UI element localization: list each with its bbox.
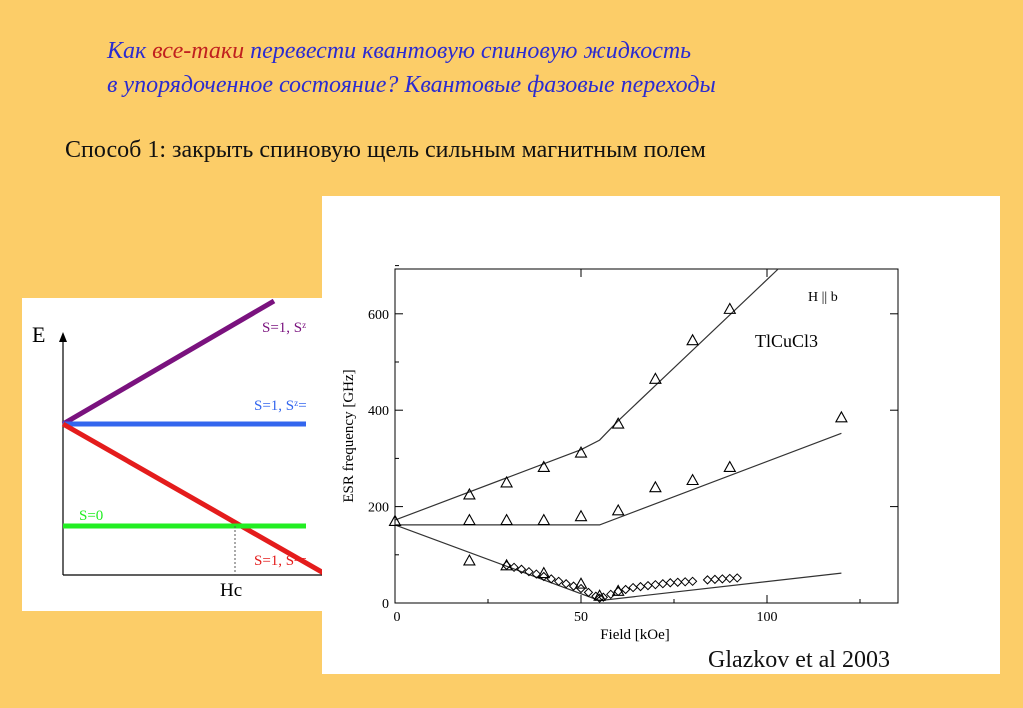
triangle-point: [574, 509, 588, 522]
diamond-point: [598, 592, 609, 602]
y-tick-label: 200: [368, 501, 389, 516]
data-points: [388, 302, 848, 603]
diamond-point: [620, 584, 631, 595]
level-label-sz-plus: S=1, Sᶻ: [262, 320, 306, 336]
method-subtitle: Способ 1: закрыть спиновую щель сильным …: [65, 137, 706, 163]
fit-curves: [394, 268, 842, 602]
y-tick-label: 400: [368, 404, 389, 419]
diamond-point: [501, 560, 512, 571]
triangle-point: [462, 487, 476, 500]
diamond-point: [576, 583, 586, 594]
triangle-point: [537, 566, 551, 579]
diamond-point: [717, 574, 728, 584]
energy-axis-arrow-icon: [59, 332, 67, 342]
material-label: TlCuCl3: [755, 331, 818, 351]
triangle-point: [611, 417, 625, 429]
triangle-point: [648, 480, 662, 493]
energy-level-svg: E S=1, Sᶻ S=1, Sᶻ= S=0 S=1, Sᶻ= Hc: [32, 298, 324, 601]
diamond-point: [658, 579, 668, 589]
energy-axis-label: E: [32, 322, 45, 347]
diamond-point: [635, 581, 646, 592]
level-label-sz-minus: S=1, Sᶻ=: [254, 553, 307, 569]
triangle-point: [723, 302, 737, 314]
diamond-point: [509, 562, 519, 573]
level-line-sz-minus: [61, 421, 324, 577]
diamond-point: [665, 578, 675, 588]
triangle-point: [500, 475, 514, 488]
triangle-point: [686, 473, 700, 486]
triangle-point: [537, 460, 551, 473]
diamond-point: [613, 586, 623, 597]
x-tick-label: 50: [574, 610, 588, 625]
triangle-point: [611, 503, 625, 516]
diamond-point: [568, 581, 579, 591]
diamond-point: [710, 574, 720, 585]
fit-curve-1: [394, 268, 779, 521]
fit-curve-3: [394, 524, 842, 602]
diamond-point: [516, 564, 527, 574]
esr-plot-svg: 0 200 400 600 0 50 100 ESR frequency [GHz] Fi…: [341, 265, 899, 643]
esr-plot-panel: 0 200 400 600 0 50 100 ESR frequency [GHz] Fi…: [322, 196, 1000, 674]
fit-curve-2: [395, 432, 842, 526]
title-text-pre: Как: [107, 38, 153, 64]
triangle-point: [537, 513, 551, 526]
triangle-point: [574, 577, 588, 589]
title-highlight: все-таки: [152, 38, 245, 64]
x-tick-label: 100: [757, 610, 778, 625]
triangle-point: [834, 410, 848, 423]
y-tick-label: 600: [368, 308, 389, 323]
slide-title: Как все-таки перевести квантовую спинову…: [107, 34, 716, 102]
diamond-point: [606, 589, 616, 600]
field-orientation-label: H || b: [808, 290, 838, 305]
triangle-point: [500, 513, 514, 526]
x-axis-label: Field [kOe]: [600, 627, 670, 643]
diamond-point: [594, 593, 605, 603]
triangle-point: [593, 589, 607, 601]
triangle-point: [723, 460, 737, 473]
x-ticks: 0 50 100: [394, 269, 861, 625]
slide-title-line-2: в упорядоченное состояние? Квантовые фаз…: [107, 72, 716, 98]
level-line-sz-plus: [61, 298, 276, 427]
triangle-point: [388, 514, 402, 527]
y-tick-label: 0: [382, 597, 389, 612]
diamond-point: [673, 577, 683, 587]
diamond-point: [539, 571, 549, 582]
diamond-point: [524, 566, 534, 577]
level-label-singlet: S=0: [79, 508, 103, 524]
diamond-point: [702, 575, 713, 585]
citation: Glazkov et al 2003: [708, 647, 890, 673]
diamond-point: [628, 582, 638, 593]
diamond-point: [583, 587, 594, 598]
triangle-point: [574, 445, 588, 458]
diamond-point: [732, 573, 742, 583]
diamond-point: [531, 569, 542, 579]
diamond-point: [680, 577, 690, 587]
title-text-post: перевести квантовую спиновую жидкость: [244, 38, 692, 64]
diamond-point: [546, 574, 556, 584]
diamond-point: [725, 573, 735, 584]
diamond-point: [553, 576, 564, 587]
critical-field-label: Hc: [220, 580, 242, 601]
level-label-sz-zero: S=1, Sᶻ=: [254, 398, 307, 414]
triangle-point: [462, 553, 476, 566]
energy-level-diagram: E S=1, Sᶻ S=1, Sᶻ= S=0 S=1, Sᶻ= Hc: [22, 298, 324, 611]
y-ticks: 0 200 400 600: [368, 265, 898, 612]
triangle-point: [686, 333, 700, 346]
diamond-point: [643, 580, 653, 591]
diamond-point: [687, 576, 698, 587]
plot-frame: [394, 268, 899, 604]
diamond-point: [561, 579, 571, 589]
triangle-point: [648, 372, 662, 384]
y-axis-label: ESR frequency [GHz]: [341, 369, 357, 502]
slide-title-line-1: Как все-таки перевести квантовую спинову…: [107, 34, 716, 68]
triangle-point: [462, 513, 476, 526]
diamond-point: [650, 579, 661, 590]
x-tick-label: 0: [394, 610, 401, 625]
